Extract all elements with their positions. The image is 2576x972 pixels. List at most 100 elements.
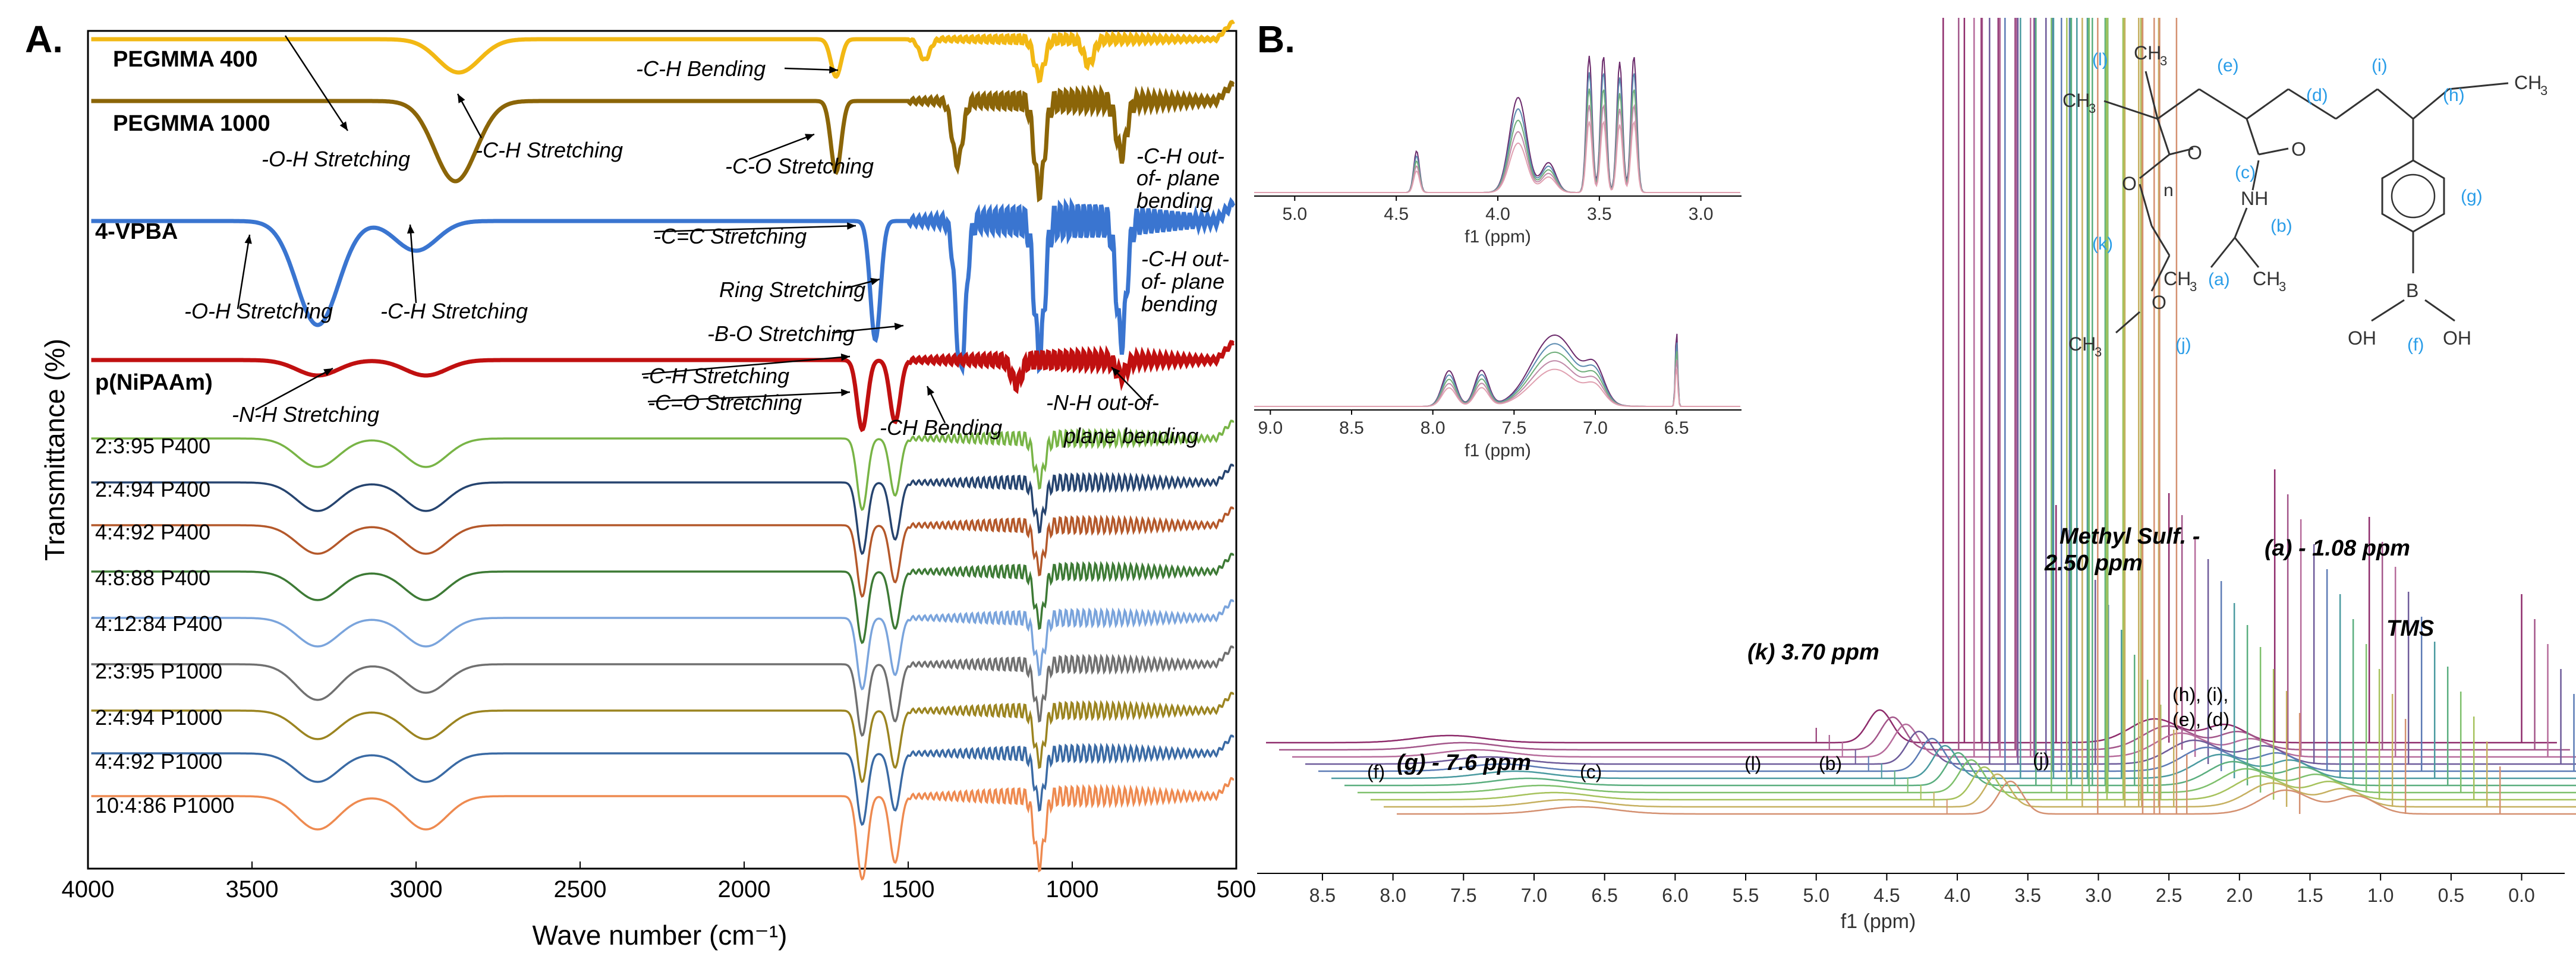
xtick-label: 0.5 <box>2438 885 2464 906</box>
structure-position-label: (j) <box>2175 335 2191 355</box>
ftir-trace-5 <box>91 419 1235 512</box>
atom-label: O <box>2152 292 2166 313</box>
peak-label: (g) - 7.6 ppm <box>1397 750 1531 775</box>
band-annotation: -O-H Stretching <box>184 299 333 323</box>
atom-label: CH <box>2514 72 2542 93</box>
band-annotation: -N-H Stretching <box>232 402 379 427</box>
ftir-trace-9 <box>91 599 1235 691</box>
panel-a-xlabel: Wave number (cm⁻¹) <box>533 920 788 951</box>
peak-label: (l) <box>1744 753 1761 774</box>
atom-label: 3 <box>2279 279 2286 294</box>
panel-b-label: B. <box>1257 18 1295 61</box>
band-annotation: bending <box>1141 292 1217 316</box>
atom-label: CH <box>2134 42 2161 64</box>
structure-position-label: (f) <box>2407 335 2424 355</box>
bond-line <box>2144 71 2159 119</box>
xtick-label: 1.5 <box>2297 885 2323 906</box>
series-label: 4-VPBA <box>95 219 178 244</box>
atom-label: 3 <box>2190 279 2197 294</box>
nmr-baseline-trace <box>1331 744 2576 780</box>
structure-position-label: (h) <box>2443 86 2465 105</box>
panel-a-annotations: -C-H Bending -O-H Stretching -C-H Stretchi… <box>184 35 1229 448</box>
inset-trace <box>1254 359 1740 407</box>
arrow-head <box>805 134 814 141</box>
bond-line <box>2288 88 2336 120</box>
xtick-label: 3000 <box>390 876 443 902</box>
ftir-trace-1 <box>91 20 1235 84</box>
structure-position-label: (c) <box>2235 163 2256 182</box>
nmr-baseline-trace <box>1292 723 2576 758</box>
xtick-label: 2.5 <box>2156 885 2182 906</box>
atom-label: CH <box>2164 268 2191 289</box>
bond-line <box>2413 88 2449 120</box>
inset-trace <box>1254 89 1740 193</box>
xtick-label: 1.0 <box>2367 885 2394 906</box>
xtick-label: 2500 <box>554 876 607 902</box>
peak-label: (k) 3.70 ppm <box>1747 640 1879 665</box>
xtick-label: 6.5 <box>1591 885 1617 906</box>
ftir-trace-4 <box>91 340 1235 433</box>
annotation-arrow <box>237 234 251 310</box>
ftir-trace-13 <box>91 777 1235 881</box>
bond-line <box>2139 184 2153 226</box>
band-annotation: -C-H out- <box>1141 247 1229 271</box>
series-label: 2:3:95 P400 <box>95 434 210 458</box>
atom-label: 3 <box>2089 101 2096 116</box>
atom-label: OH <box>2348 327 2376 349</box>
bond-line <box>2335 88 2378 120</box>
xtick-label: 5.0 <box>1803 885 1829 906</box>
xtick-label: 7.5 <box>1501 418 1526 438</box>
panel-a: A. 4000 3500 3000 2500 2000 1500 1000 500 PEGMM… <box>25 18 1256 951</box>
xtick-label: 6.0 <box>1662 885 1688 906</box>
atom-label: n <box>2164 181 2174 200</box>
bond-line <box>2199 88 2247 120</box>
peak-label: (c) <box>1580 761 1602 782</box>
panel-a-series-labels: PEGMMA 400 PEGMMA 1000 4-VPBA p(NiPAAm) 2:3:… <box>95 47 270 818</box>
bond-line <box>2424 299 2455 322</box>
xtick-label: 500 <box>1217 876 1256 902</box>
arrow-head <box>870 277 880 285</box>
xtick-label: 2000 <box>718 876 771 902</box>
bond-line <box>2258 147 2289 156</box>
panel-a-traces <box>91 20 1236 881</box>
band-annotation: of- plane <box>1141 269 1224 294</box>
series-label: 10:4:86 P1000 <box>95 793 234 818</box>
peak-label: (h), (i), <box>2172 684 2228 705</box>
annotation-arrow <box>255 367 333 411</box>
nmr-inset-bottom: 9.0 8.5 8.0 7.5 7.0 6.5 f1 (ppm) <box>1254 333 1742 460</box>
xtick-label: 8.5 <box>1309 885 1336 906</box>
nmr-peak-labels: Methyl Sulf. -2.50 ppm (a) - 1.08 ppm TMS (… <box>1367 524 2434 782</box>
band-annotation: of- plane <box>1136 166 1220 190</box>
bond-line <box>2169 147 2194 156</box>
arrow-head <box>840 389 850 396</box>
annotation-arrow <box>647 391 851 403</box>
annotation-arrow <box>832 324 904 334</box>
xtick-label: 4.5 <box>1384 204 1409 224</box>
inset-xlabel: f1 (ppm) <box>1465 441 1531 460</box>
xtick-label: 8.5 <box>1339 418 1364 438</box>
band-annotation: -CH Bending <box>880 415 1002 440</box>
panel-a-label: A. <box>25 18 63 61</box>
structure-position-label: (d) <box>2306 86 2328 105</box>
bond-line <box>2210 237 2236 268</box>
inset-trace <box>1254 120 1740 193</box>
nmr-baseline-trace <box>1397 780 2576 815</box>
xtick-label: 3.5 <box>2015 885 2041 906</box>
peak-label: (j) <box>2033 749 2049 771</box>
band-annotation: -C-H out- <box>1136 144 1224 168</box>
panel-a-xticks: 4000 3500 3000 2500 2000 1500 1000 500 <box>62 861 1256 902</box>
peak-label: TMS <box>2386 616 2434 641</box>
xtick-label: 3.0 <box>1689 204 1714 224</box>
series-label: 4:8:88 P400 <box>95 566 210 590</box>
arrow-head <box>847 222 856 230</box>
nmr-baseline-trace <box>1318 737 2576 772</box>
atom-label: OH <box>2443 327 2471 349</box>
atom-label: O <box>2187 142 2202 163</box>
xtick-label: 4.0 <box>1485 204 1510 224</box>
nmr-xlabel: f1 (ppm) <box>1841 910 1916 933</box>
ftir-trace-12 <box>91 734 1235 826</box>
band-annotation: -N-H out-of- <box>1046 390 1159 415</box>
nmr-baseline-trace <box>1266 709 2557 744</box>
